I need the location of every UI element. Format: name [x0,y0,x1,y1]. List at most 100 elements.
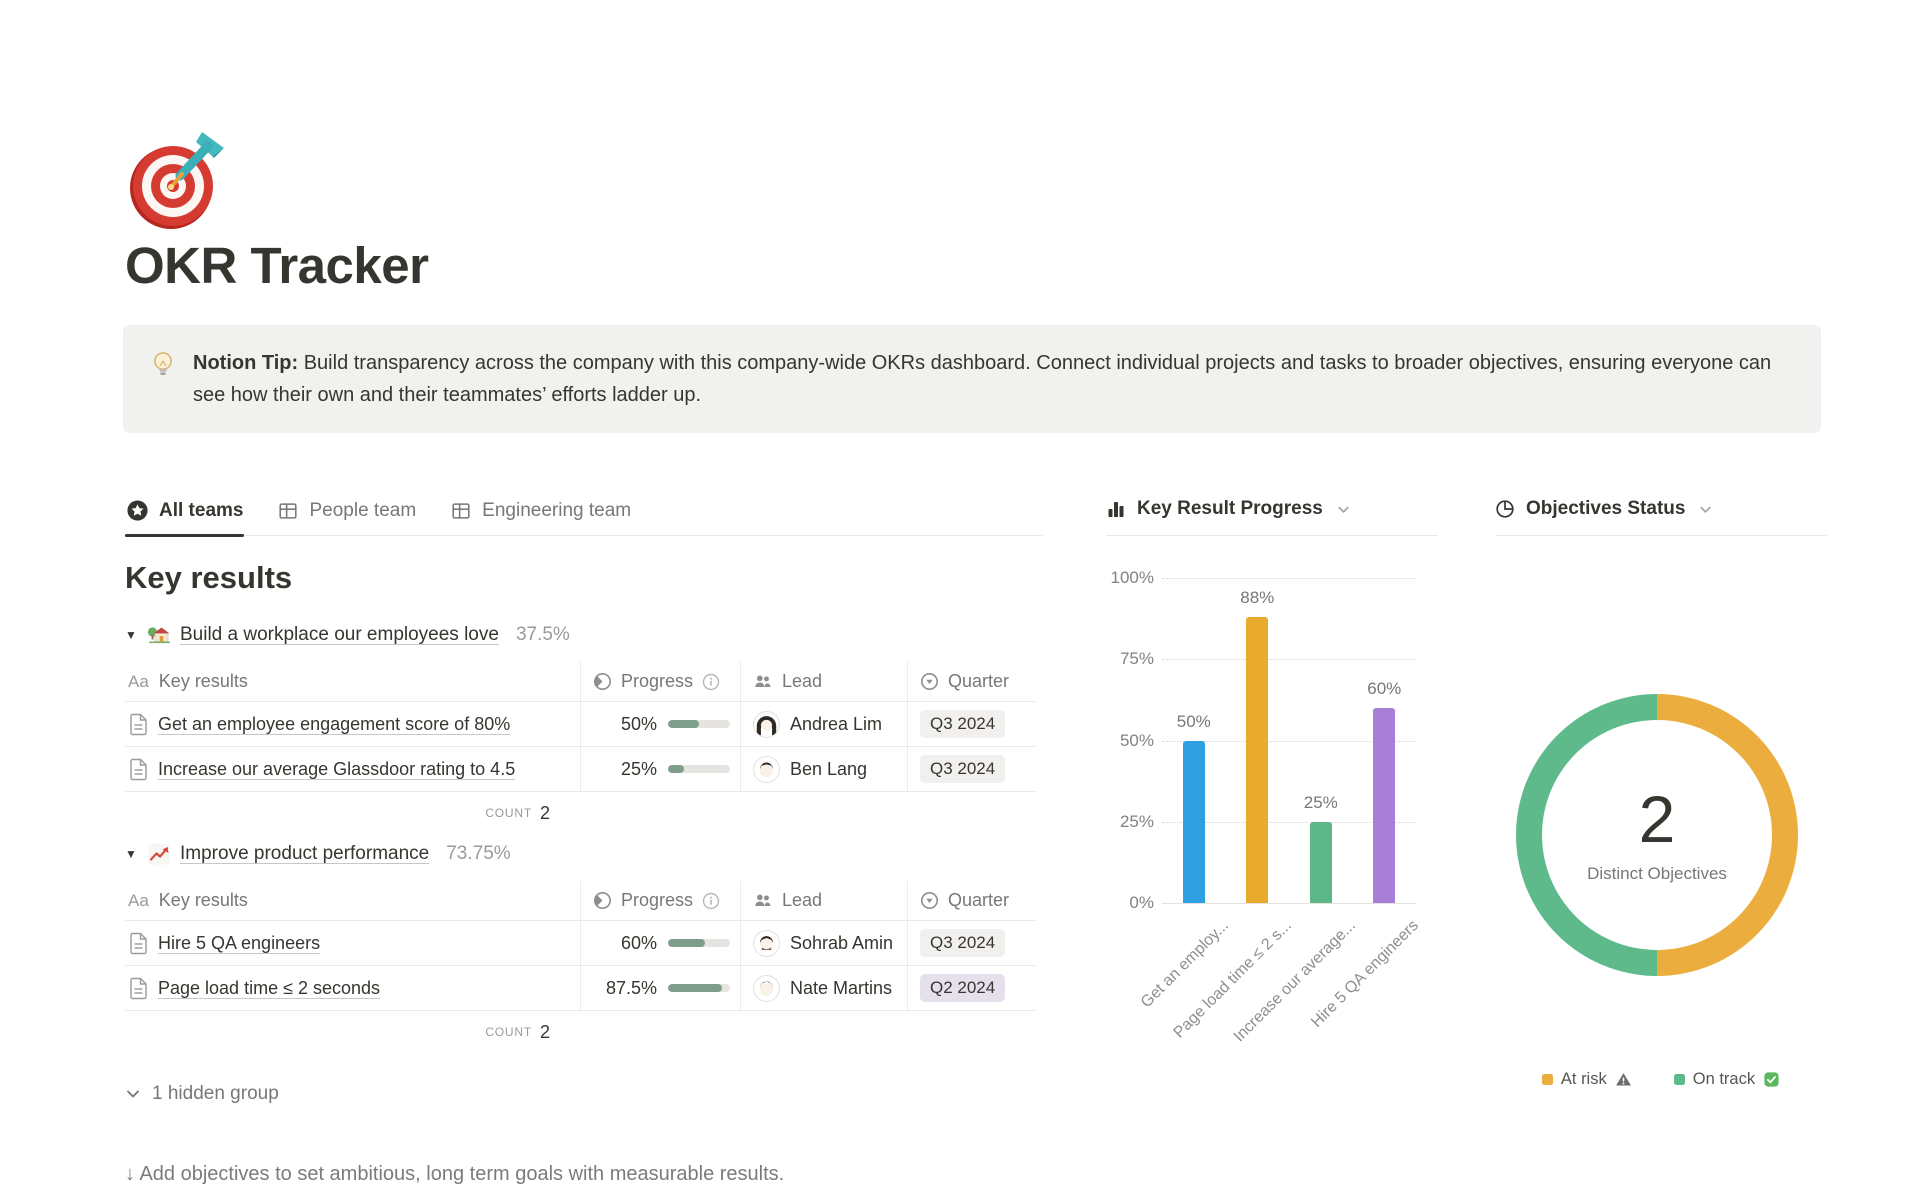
quarter-badge: Q2 2024 [920,974,1006,1002]
info-icon[interactable] [702,673,720,691]
page-title: OKR Tracker [125,237,429,294]
donut-legend: At risk On track [1495,1070,1827,1089]
progress-value: 87.5% [605,977,657,998]
donut-ring [1516,694,1798,976]
column-lead[interactable]: Lead [782,671,823,691]
bar-3 [1373,708,1396,903]
group-percent: 37.5% [515,624,570,645]
progress-value: 50% [620,713,657,734]
tab-engineering-team[interactable]: Engineering team [449,497,632,535]
chart-increasing-icon [148,843,170,865]
donut-chart[interactable]: 2 Distinct Objectives At risk On track [1495,536,1827,1096]
house-garden-icon [147,627,170,644]
check-box-icon [1764,1072,1779,1087]
page-icon [130,713,147,735]
column-lead[interactable]: Lead [782,890,823,910]
tab-people-team[interactable]: People team [276,497,417,535]
avatar [753,710,780,738]
tab-all-teams[interactable]: All teams [125,497,245,537]
group-percent: 73.75% [446,843,511,864]
column-progress[interactable]: Progress [621,671,694,691]
legend-swatch [1673,1074,1685,1085]
page-icon-dartboard[interactable] [124,130,228,234]
progress-value: 25% [620,758,657,779]
progress-bar [668,765,730,773]
count-aggregate[interactable]: count 2 [485,1021,550,1042]
lead-name: Ben Lang [790,758,868,779]
donut-center: 2 Distinct Objectives [1516,694,1798,976]
pie-chart-icon [1496,500,1514,518]
key-results-table-1: Aa Key results Progress [125,662,1036,834]
select-property-icon [921,892,938,909]
chevron-down-icon [1700,506,1712,513]
view-tabs: All teams People team Engineering team [125,497,1043,537]
key-result-link[interactable]: Hire 5 QA engineers [158,932,321,953]
table-icon [279,502,298,519]
legend-item-on-track[interactable]: On track [1673,1070,1780,1089]
text-property-icon: Aa [128,671,149,691]
chevron-down-icon [1338,506,1349,513]
select-property-icon [921,673,938,690]
legend-swatch [1541,1074,1553,1085]
table-row: Get an employee engagement score of 80% … [125,702,1036,747]
page-icon [130,932,147,954]
column-quarter[interactable]: Quarter [948,671,1010,691]
group-title-link[interactable]: Build a workplace our employees love [180,624,499,645]
callout-bold: Notion Tip: [193,352,299,374]
key-result-link[interactable]: Increase our average Glassdoor rating to… [158,758,516,779]
group-toggle-icon[interactable]: ▼ [125,628,137,642]
section-title: Key results [125,560,293,595]
progress-value: 60% [620,932,657,953]
table-icon [452,502,470,519]
column-title[interactable]: Key results [158,671,248,691]
info-icon[interactable] [702,892,720,910]
avatar [753,929,780,957]
column-progress[interactable]: Progress [621,890,694,910]
warning-icon [1615,1073,1631,1086]
table-row: Page load time ≤ 2 seconds 87.5% Nate Ma… [125,966,1036,1011]
page-icon [130,977,147,999]
lightbulb-icon [154,352,172,375]
lead-name: Nate Martins [790,977,893,998]
column-quarter[interactable]: Quarter [948,890,1010,910]
group-header-workplace: ▼ Build a workplace our employees love 3… [125,623,1043,647]
main-content: All teams People team Engineering team [125,497,1043,1105]
key-result-link[interactable]: Get an employee engagement score of 80% [158,713,511,734]
bar-2 [1309,821,1332,903]
page-icon [130,758,147,780]
lead-name: Sohrab Amin [790,932,894,953]
progress-property-icon [594,892,611,909]
add-objectives-hint: ↓ Add objectives to set ambitious, long … [125,1163,785,1185]
group-toggle-icon[interactable]: ▼ [125,847,137,861]
distinct-objectives-count: 2 [1638,782,1676,856]
callout-text: Notion Tip: Build transparency across th… [193,352,1772,406]
group-header-product: ▼ Improve product performance 73.75% [125,842,1043,866]
quarter-badge: Q3 2024 [920,755,1006,783]
group-title-link[interactable]: Improve product performance [180,843,430,864]
progress-bar [668,720,730,728]
table-row: Increase our average Glassdoor rating to… [125,747,1036,792]
distinct-objectives-label: Distinct Objectives [1587,864,1727,883]
key-result-link[interactable]: Page load time ≤ 2 seconds [158,977,381,998]
count-aggregate[interactable]: count 2 [485,802,550,823]
legend-item-at-risk[interactable]: At risk [1541,1070,1632,1089]
people-property-icon [755,675,771,687]
quarter-badge: Q3 2024 [920,929,1006,957]
key-result-progress-header[interactable]: Key Result Progress [1106,498,1438,536]
bar-chart-plot[interactable]: 0% 25% 50% 75% 100% 50% Get an employ... 88% Pag… [1110,568,1423,1046]
lead-name: Andrea Lim [790,713,883,734]
avatar [753,755,780,783]
text-property-icon: Aa [128,890,149,910]
objectives-status-header[interactable]: Objectives Status [1495,498,1827,536]
bar-1 [1246,617,1269,903]
table-row: Hire 5 QA engineers 60% Sohrab Amin Q3 2… [125,921,1036,966]
people-property-icon [755,894,771,906]
column-title[interactable]: Key results [158,890,248,910]
star-circle-icon [127,500,148,521]
quarter-badge: Q3 2024 [920,710,1006,738]
chevron-down-icon [127,1090,139,1098]
hidden-group-toggle[interactable]: 1 hidden group [125,1083,1043,1105]
bar-0 [1182,740,1205,903]
key-results-table-2: Aa Key results Progress [125,881,1036,1053]
